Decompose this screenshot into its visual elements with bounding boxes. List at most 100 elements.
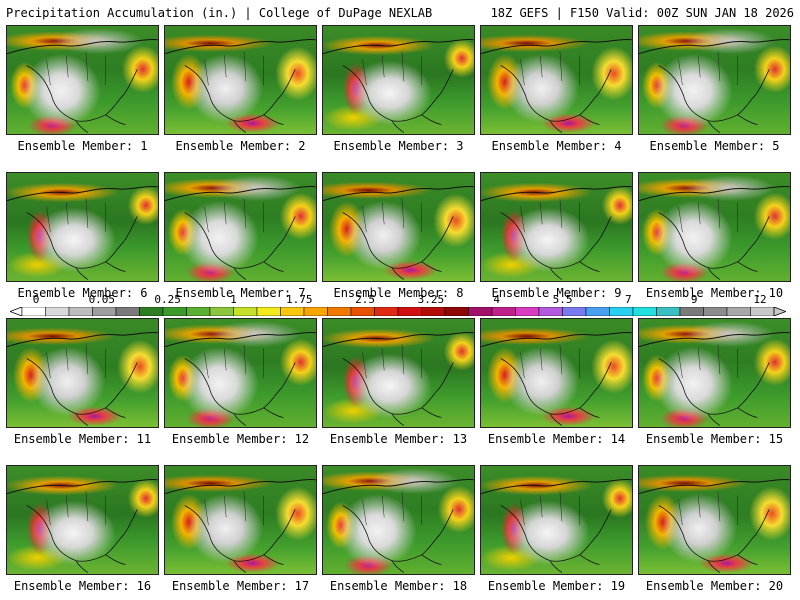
colorbar-segment (186, 307, 211, 316)
colorbar-tick-label: 9 (690, 293, 698, 306)
ensemble-map-panel (322, 465, 475, 575)
coastline-overlay (639, 478, 790, 573)
ensemble-map-panel (480, 25, 633, 135)
colorbar-segment (632, 307, 657, 316)
ensemble-member-label: Ensemble Member: 14 (487, 432, 626, 446)
ensemble-map-panel (322, 172, 475, 282)
colorbar-tick-label: 5.5 (552, 293, 573, 306)
colorbar-segment (162, 307, 187, 316)
coastline-overlay (165, 478, 316, 573)
ensemble-map-panel (638, 465, 791, 575)
ensemble-map-panel (322, 25, 475, 135)
colorbar-segment (562, 307, 587, 316)
title-left: Precipitation Accumulation (in.) | Colle… (6, 6, 433, 20)
ensemble-member-label: Ensemble Member: 13 (329, 432, 468, 446)
coastline-overlay (323, 478, 474, 573)
coastline-overlay (7, 38, 158, 133)
ensemble-member-label: Ensemble Member: 15 (645, 432, 784, 446)
colorbar-segment (21, 307, 46, 316)
coastline-overlay (639, 331, 790, 426)
colorbar-right-arrow (773, 307, 786, 316)
colorbar-segment (491, 307, 516, 316)
coastline-overlay (481, 185, 632, 280)
colorbar-segment (726, 307, 751, 316)
colorbar-tick-labels: 0 0.05 0.25 1 1.75 2.5 3.25 4 5.5 7 9 12 (10, 293, 786, 306)
colorbar-segment (350, 307, 375, 316)
colorbar-segment (256, 307, 281, 316)
ensemble-member-label: Ensemble Member: 17 (171, 579, 310, 593)
coastline-overlay (639, 38, 790, 133)
ensemble-member-label: Ensemble Member: 8 (333, 286, 464, 300)
ensemble-map-panel (6, 465, 159, 575)
colorbar-segment (139, 307, 164, 316)
coastline-overlay (323, 38, 474, 133)
title-right: 18Z GEFS | F150 Valid: 00Z SUN JAN 18 20… (490, 6, 794, 20)
colorbar-segment (327, 307, 352, 316)
ensemble-member-label: Ensemble Member: 2 (175, 139, 306, 153)
coastline-overlay (7, 331, 158, 426)
colorbar-segment (750, 307, 775, 316)
colorbar-segment (679, 307, 704, 316)
ensemble-member-label: Ensemble Member: 7 (175, 286, 306, 300)
ensemble-member-label: Ensemble Member: 6 (17, 286, 148, 300)
colorbar-segment (92, 307, 117, 316)
colorbar-segment (468, 307, 493, 316)
colorbar-tick-label: 0.25 (154, 293, 181, 306)
ensemble-map-panel (164, 25, 317, 135)
ensemble-map-panel (164, 465, 317, 575)
colorbar-tick-label: 1 (230, 293, 237, 306)
ensemble-map-panel (638, 25, 791, 135)
coastline-overlay (639, 185, 790, 280)
coastline-overlay (7, 185, 158, 280)
ensemble-map-panel (638, 318, 791, 428)
coastline-overlay (323, 331, 474, 426)
colorbar-tick-label: 12 (753, 293, 767, 306)
colorbar-segment (45, 307, 70, 316)
ensemble-map-panel (164, 318, 317, 428)
colorbar-left-arrow (10, 307, 23, 316)
colorbar-segment (609, 307, 634, 316)
ensemble-map-panel (164, 172, 317, 282)
colorbar-segment (233, 307, 258, 316)
colorbar-segment (374, 307, 399, 316)
ensemble-member-label: Ensemble Member: 4 (491, 139, 622, 153)
colorbar-segment (515, 307, 540, 316)
ensemble-map-panel (480, 465, 633, 575)
ensemble-map-panel (322, 318, 475, 428)
coastline-overlay (323, 185, 474, 280)
colorbar-tick-label: 2.5 (355, 293, 376, 306)
ensemble-map-panel (480, 172, 633, 282)
coastline-overlay (165, 331, 316, 426)
colorbar-segment (585, 307, 610, 316)
ensemble-member-label: Ensemble Member: 5 (649, 139, 780, 153)
coastline-overlay (481, 331, 632, 426)
colorbar-tick-label: 3.25 (417, 293, 445, 306)
ensemble-map-panel (6, 172, 159, 282)
colorbar-segment (703, 307, 728, 316)
coastline-overlay (165, 185, 316, 280)
colorbar-segment (115, 307, 140, 316)
ensemble-member-label: Ensemble Member: 10 (645, 286, 784, 300)
colorbar-segment (209, 307, 234, 316)
coastline-overlay (481, 478, 632, 573)
colorbar-tick-label: 1.75 (286, 293, 313, 306)
colorbar: 0 0.05 0.25 1 1.75 2.5 3.25 4 5.5 7 9 12 (10, 293, 786, 323)
ensemble-member-label: Ensemble Member: 18 (329, 579, 468, 593)
ensemble-member-label: Ensemble Member: 19 (487, 579, 626, 593)
ensemble-member-label: Ensemble Member: 20 (645, 579, 784, 593)
ensemble-member-label: Ensemble Member: 16 (13, 579, 152, 593)
ensemble-member-label: Ensemble Member: 11 (13, 432, 152, 446)
colorbar-segment (538, 307, 563, 316)
colorbar-segment (421, 307, 446, 316)
coastline-overlay (7, 478, 158, 573)
ensemble-member-label: Ensemble Member: 3 (333, 139, 464, 153)
colorbar-bar (10, 307, 786, 316)
colorbar-segment (280, 307, 305, 316)
coastline-overlay (481, 38, 632, 133)
ensemble-member-label: Ensemble Member: 1 (17, 139, 148, 153)
colorbar-segment (656, 307, 681, 316)
colorbar-tick-label: 0.05 (88, 293, 116, 306)
colorbar-segment (444, 307, 469, 316)
ensemble-map-panel (6, 318, 159, 428)
ensemble-panel-grid: Ensemble Member: 1 Ensemble Member: 2 Ense… (6, 25, 796, 595)
